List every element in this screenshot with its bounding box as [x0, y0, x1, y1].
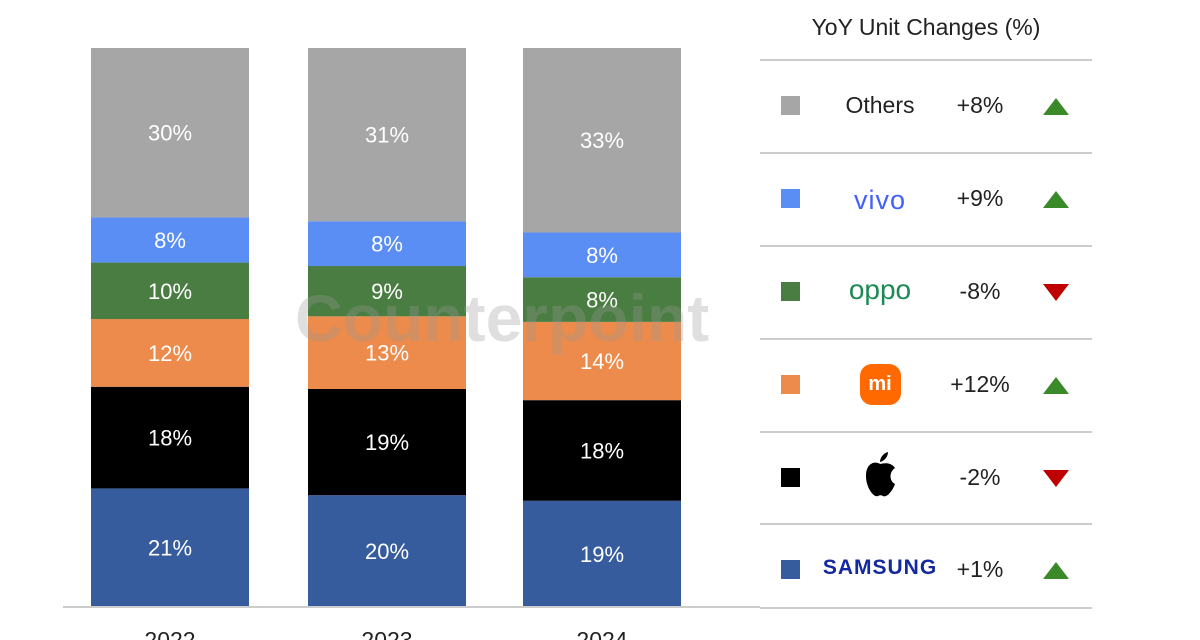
triangle-up-icon — [1043, 191, 1069, 208]
brand-label: mi — [820, 364, 940, 405]
bar-segment-xiaomi-2024 — [523, 321, 681, 401]
bar-segment-samsung-2024 — [523, 500, 681, 607]
data-label: 18% — [580, 438, 624, 463]
yoy-change-value: +8% — [956, 92, 1004, 118]
bar-segment-vivo-2023 — [308, 221, 466, 267]
data-label: 9% — [371, 279, 403, 304]
legend-divider — [760, 607, 1092, 609]
data-label: 18% — [148, 426, 192, 451]
bar-segment-oppo-2024 — [523, 277, 681, 322]
legend-row: SAMSUNG +1% — [760, 524, 1092, 616]
data-label: 8% — [371, 232, 403, 257]
yoy-change-value: +9% — [956, 185, 1004, 211]
triangle-up-icon — [1043, 377, 1069, 394]
bar-segment-others-2024 — [523, 48, 681, 233]
brand-label: vivo — [853, 185, 906, 215]
brand-label: SAMSUNG — [822, 556, 938, 579]
bar-segment-samsung-2023 — [308, 495, 466, 607]
data-label: 8% — [586, 288, 618, 313]
bar-segment-apple-2022 — [91, 386, 249, 489]
legend-title: YoY Unit Changes (%) — [811, 14, 1041, 40]
stacked-bar-chart: 21% 18% 12% 10% 8% 30% 2022 20% 19% 13% 9% 8% 31% 202… — [63, 48, 760, 640]
x-tick-label: 2023 — [361, 627, 412, 640]
legend-divider — [760, 431, 1092, 433]
data-label: 21% — [148, 536, 192, 561]
legend-divider — [760, 523, 1092, 525]
brand-label: Others — [845, 92, 915, 118]
x-tick-label: 2022 — [144, 627, 195, 640]
bar-segment-oppo-2022 — [91, 262, 249, 320]
bar-segment-xiaomi-2023 — [308, 316, 466, 389]
bar-segment-oppo-2023 — [308, 266, 466, 317]
data-label: 30% — [148, 121, 192, 146]
yoy-change-value: -8% — [959, 278, 1001, 304]
bar-segment-xiaomi-2022 — [91, 319, 249, 387]
data-label: 31% — [365, 123, 409, 148]
bar-segment-apple-2024 — [523, 400, 681, 501]
legend-divider — [760, 152, 1092, 154]
triangle-down-icon — [1043, 470, 1069, 487]
bar-segment-vivo-2022 — [91, 217, 249, 263]
yoy-change-value: +1% — [956, 556, 1004, 582]
x-tick-label: 2024 — [576, 627, 627, 640]
data-label: 12% — [148, 341, 192, 366]
bar-segment-samsung-2022 — [91, 488, 249, 607]
data-label: 8% — [154, 228, 186, 253]
data-label: 8% — [586, 243, 618, 268]
legend-swatch — [781, 468, 800, 487]
legend-swatch — [781, 189, 800, 208]
bar-segment-apple-2023 — [308, 388, 466, 496]
legend-row: vivo +9% — [760, 153, 1092, 245]
apple-logo-icon — [866, 452, 895, 497]
legend-row: mi +12% — [760, 339, 1092, 431]
legend-row: Others +8% — [760, 60, 1092, 152]
xiaomi-logo-icon: mi — [859, 364, 901, 405]
legend-row: -2% — [760, 432, 1092, 524]
legend-swatch — [781, 282, 800, 301]
legend-swatch — [781, 375, 800, 394]
data-label: 13% — [365, 341, 409, 366]
legend-swatch — [781, 560, 800, 579]
brand-label: oppo — [848, 274, 912, 305]
legend-divider — [760, 338, 1092, 340]
data-label: 19% — [580, 542, 624, 567]
data-label: 19% — [365, 430, 409, 455]
data-label: 20% — [365, 539, 409, 564]
bar-segment-others-2022 — [91, 48, 249, 218]
triangle-up-icon — [1043, 562, 1069, 579]
watermark: Counterpoint — [295, 281, 710, 355]
legend-swatch — [781, 96, 800, 115]
data-label: 33% — [580, 128, 624, 153]
legend-row: oppo -8% — [760, 246, 1092, 338]
data-label: 10% — [148, 279, 192, 304]
triangle-down-icon — [1043, 284, 1069, 301]
legend-divider — [760, 59, 1092, 61]
yoy-change-value: -2% — [959, 464, 1001, 490]
bar-segment-vivo-2024 — [523, 232, 681, 278]
yoy-change-value: +12% — [950, 371, 1010, 397]
data-label: 14% — [580, 349, 624, 374]
legend-divider — [760, 245, 1092, 247]
brand-label — [820, 450, 940, 510]
bar-segment-others-2023 — [308, 48, 466, 222]
triangle-up-icon — [1043, 98, 1069, 115]
